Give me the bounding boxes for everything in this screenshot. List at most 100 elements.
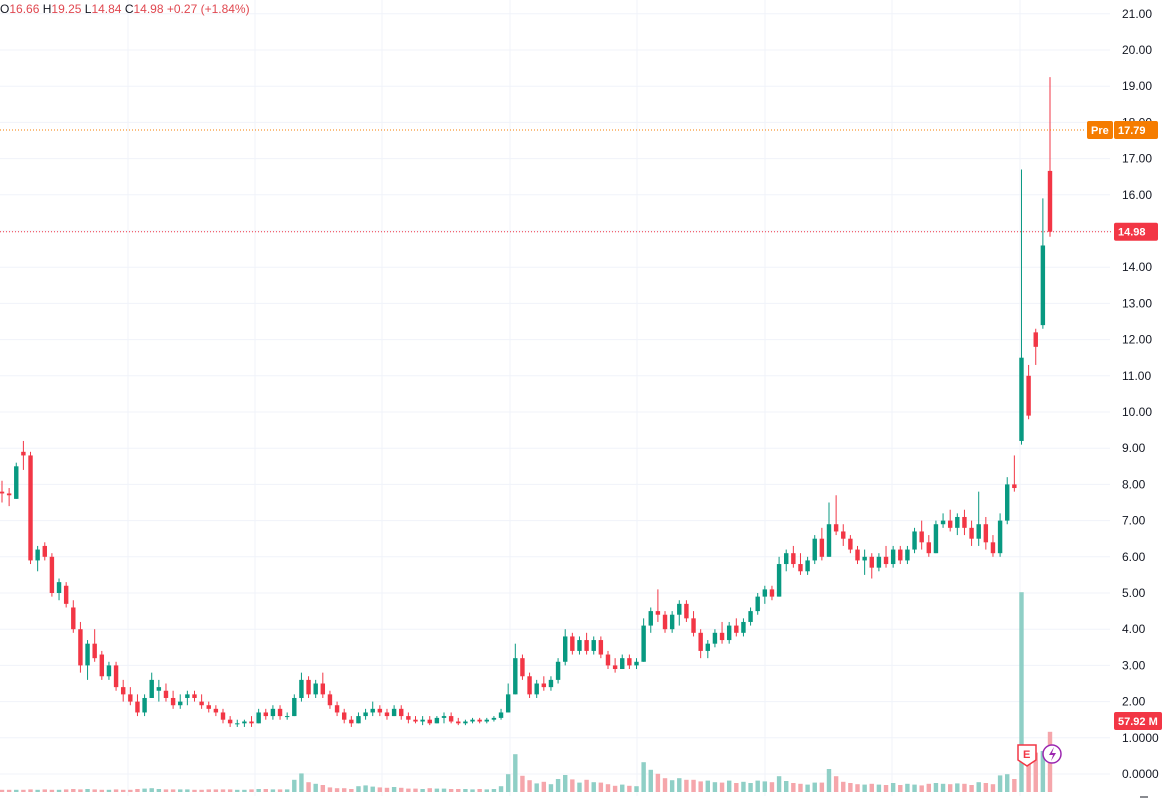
candle	[313, 679, 318, 698]
volume-bar	[876, 784, 882, 792]
candle	[113, 661, 119, 691]
volume-bar	[341, 788, 347, 792]
candle	[776, 556, 782, 597]
candle	[648, 607, 653, 633]
volume-bar	[399, 787, 404, 792]
candle	[370, 701, 375, 717]
volume-bar	[912, 784, 917, 792]
candle-body	[819, 538, 825, 557]
volume-bar	[92, 789, 97, 792]
candle-body	[1047, 170, 1053, 232]
candle	[28, 451, 33, 565]
candle	[220, 708, 226, 724]
candle-body	[869, 556, 874, 568]
volume-bar	[548, 784, 554, 792]
price-tick-label: 9.00	[1122, 441, 1146, 455]
volume-bar	[598, 782, 604, 792]
candle-body	[940, 520, 946, 525]
candle	[413, 716, 418, 724]
volume-bar	[734, 783, 739, 792]
candle-body	[527, 676, 532, 695]
price-tick-label: 17.00	[1122, 152, 1152, 166]
candle	[762, 585, 768, 604]
volume-bar	[648, 769, 653, 792]
volume-bar	[327, 787, 333, 792]
candle	[185, 690, 190, 706]
volume-bar	[819, 782, 825, 792]
price-tick-label: 3.00	[1122, 658, 1146, 672]
candle	[170, 690, 176, 709]
candle-body	[498, 712, 504, 718]
candle	[434, 716, 440, 724]
candle-body	[399, 708, 404, 717]
volume-bar	[962, 783, 967, 792]
candle-body	[933, 524, 939, 554]
candle-body	[591, 640, 596, 651]
candle-body	[513, 658, 518, 695]
candle-body	[420, 719, 425, 722]
volume-bar	[185, 789, 190, 792]
candle-body	[762, 589, 768, 597]
candle	[498, 708, 504, 720]
candle-body	[748, 611, 753, 622]
candle	[391, 705, 397, 717]
earnings-icon-label: E	[1023, 749, 1030, 761]
volume-bar	[42, 789, 47, 792]
volume-bar	[120, 789, 126, 792]
candle	[327, 690, 333, 709]
candle	[769, 585, 775, 601]
candle-body	[463, 721, 468, 724]
candle-body	[784, 553, 789, 565]
open-label: O	[0, 2, 10, 16]
volume-bar	[163, 789, 169, 792]
candle-body	[997, 520, 1003, 554]
candle-body	[28, 455, 33, 561]
volume-bar	[363, 785, 368, 792]
volume-bar	[249, 789, 254, 792]
candle	[563, 629, 568, 666]
candle	[441, 712, 447, 724]
volume-bar	[976, 782, 981, 792]
last-price-tag	[1114, 222, 1158, 241]
candle	[541, 676, 547, 691]
candle-body	[912, 531, 917, 550]
volume-bar	[612, 785, 618, 792]
candle-body	[655, 611, 661, 615]
candle	[399, 705, 404, 720]
candle	[983, 516, 989, 550]
candle-body	[905, 549, 910, 561]
price-tick-label: 1.0000	[1122, 731, 1159, 745]
volume-bar	[370, 786, 375, 792]
candle	[71, 600, 76, 633]
volume-bar	[955, 783, 960, 792]
candle	[819, 527, 825, 561]
volume-bar	[812, 782, 817, 792]
candle	[784, 549, 789, 572]
candle	[505, 683, 511, 713]
earnings-icon: E	[1017, 744, 1037, 767]
volume-bar	[684, 779, 689, 792]
price-tick-label: 2.00	[1122, 695, 1146, 709]
candle-body	[705, 643, 711, 651]
volume-bar	[534, 783, 539, 792]
candle	[684, 600, 689, 622]
candle-body	[563, 636, 568, 662]
volume-bar	[669, 780, 675, 792]
candle-body	[620, 658, 625, 670]
candle	[377, 705, 383, 717]
candle	[527, 672, 532, 698]
candle-body	[477, 719, 482, 722]
price-lines	[0, 129, 1112, 233]
candle	[263, 708, 268, 720]
volume-bar	[862, 784, 867, 792]
candle-body	[441, 716, 447, 718]
volume-bar	[655, 773, 661, 792]
candle	[356, 712, 361, 724]
candle	[242, 719, 247, 727]
candle	[669, 611, 675, 633]
price-tags: Pre 17.79 14.98 57.92 M	[1087, 121, 1162, 730]
volume-bar	[1012, 779, 1017, 792]
price-tick-label: 14.00	[1122, 260, 1152, 274]
